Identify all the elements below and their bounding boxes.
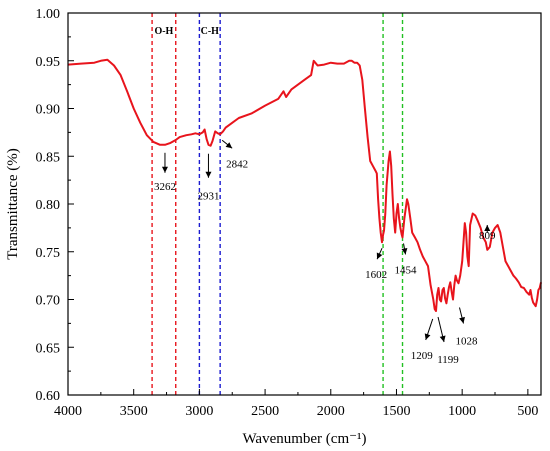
- x-axis-title: Wavenumber (cm⁻¹): [242, 431, 366, 447]
- annotation-arrowhead-1: [205, 171, 212, 178]
- x-tick-label-4: 2000: [317, 404, 345, 419]
- y-tick-label-0: 0.60: [36, 389, 61, 404]
- plot-area: [67, 58, 542, 312]
- annotation-label-3: 1602: [365, 269, 387, 281]
- annotation-label-5: 1209: [411, 350, 434, 362]
- annotation-label-2: 2842: [226, 158, 248, 170]
- annotation-label-1: 2931: [197, 191, 219, 203]
- annotation-arrowhead-8: [484, 224, 491, 231]
- transmittance-series: [67, 58, 542, 312]
- band-label-1: C-H: [201, 26, 220, 37]
- x-tick-label-2: 3000: [185, 404, 213, 419]
- annotation-arrowhead-4: [401, 247, 408, 255]
- x-tick-label-5: 1500: [382, 404, 410, 419]
- annotation-label-8: 809: [479, 230, 496, 242]
- band-label-0: O-H: [154, 26, 173, 37]
- y-tick-label-5: 0.85: [36, 150, 61, 165]
- annotation-label-6: 1199: [437, 354, 459, 366]
- y-tick-label-6: 0.90: [36, 103, 61, 118]
- annotation-arrowhead-6: [439, 335, 446, 343]
- annotation-arrowhead-5: [424, 333, 431, 340]
- y-tick-label-1: 0.65: [36, 341, 61, 356]
- y-axis-title: Transmittance (%): [5, 148, 21, 260]
- y-tick-label-2: 0.70: [36, 294, 61, 309]
- annotation-label-0: 3262: [154, 181, 176, 193]
- annotations: 3262 2931 2842 1602 1454 1209 1199 1028 809: [154, 139, 496, 366]
- x-tick-label-1: 3500: [120, 404, 148, 419]
- x-tick-label-6: 1000: [448, 404, 476, 419]
- x-tick-label-0: 4000: [54, 404, 82, 419]
- annotation-arrowhead-7: [459, 316, 465, 324]
- annotation-arrowhead-3: [376, 252, 383, 260]
- x-tick-label-3: 2500: [251, 404, 279, 419]
- annotation-label-7: 1028: [455, 335, 478, 347]
- band-lines: [151, 13, 404, 395]
- annotation-arrowhead-0: [161, 166, 168, 173]
- axes: 4000 3500 3000 2500 2000 1500 1000 500 0.60 0.65 0…: [36, 7, 542, 419]
- y-tick-label-7: 0.95: [36, 55, 61, 70]
- annotation-label-4: 1454: [395, 264, 418, 276]
- annotation-arrowhead-2: [225, 142, 233, 149]
- band-labels: O-H C-H: [154, 26, 219, 37]
- y-tick-label-8: 1.00: [36, 7, 61, 22]
- y-tick-label-4: 0.80: [36, 198, 61, 213]
- y-tick-label-3: 0.75: [36, 246, 61, 261]
- x-tick-label-7: 500: [517, 404, 538, 419]
